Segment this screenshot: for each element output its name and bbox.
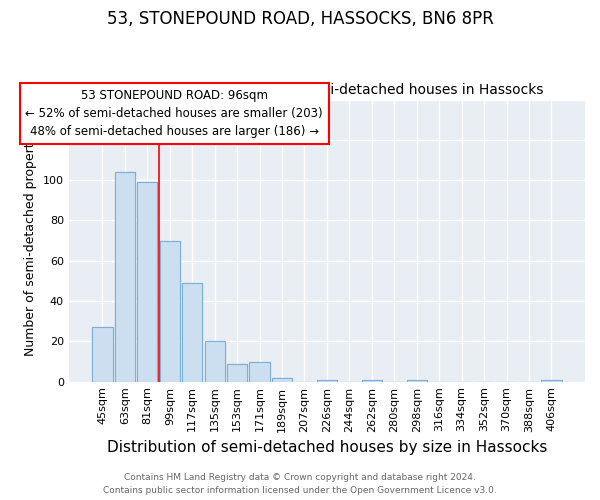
Bar — [317, 380, 337, 382]
Bar — [137, 182, 157, 382]
Bar — [250, 362, 269, 382]
Bar — [407, 380, 427, 382]
Bar — [182, 283, 202, 382]
Bar — [317, 380, 337, 382]
Bar — [182, 283, 202, 382]
X-axis label: Distribution of semi-detached houses by size in Hassocks: Distribution of semi-detached houses by … — [107, 440, 547, 455]
Bar — [227, 364, 247, 382]
Y-axis label: Number of semi-detached properties: Number of semi-detached properties — [25, 125, 37, 356]
Bar — [272, 378, 292, 382]
Text: 53 STONEPOUND ROAD: 96sqm
← 52% of semi-detached houses are smaller (203)
48% of: 53 STONEPOUND ROAD: 96sqm ← 52% of semi-… — [25, 89, 323, 138]
Bar — [115, 172, 135, 382]
Bar — [160, 240, 180, 382]
Bar — [407, 380, 427, 382]
Bar — [362, 380, 382, 382]
Title: Size of property relative to semi-detached houses in Hassocks: Size of property relative to semi-detach… — [110, 83, 543, 97]
Text: 53, STONEPOUND ROAD, HASSOCKS, BN6 8PR: 53, STONEPOUND ROAD, HASSOCKS, BN6 8PR — [107, 10, 493, 28]
Bar — [541, 380, 562, 382]
Bar — [272, 378, 292, 382]
Bar — [362, 380, 382, 382]
Bar — [92, 328, 113, 382]
Bar — [137, 182, 157, 382]
Bar — [541, 380, 562, 382]
Bar — [115, 172, 135, 382]
Bar — [205, 342, 225, 382]
Bar — [92, 328, 113, 382]
Bar — [160, 240, 180, 382]
Bar — [205, 342, 225, 382]
Text: Contains HM Land Registry data © Crown copyright and database right 2024.
Contai: Contains HM Land Registry data © Crown c… — [103, 474, 497, 495]
Bar — [227, 364, 247, 382]
Bar — [250, 362, 269, 382]
